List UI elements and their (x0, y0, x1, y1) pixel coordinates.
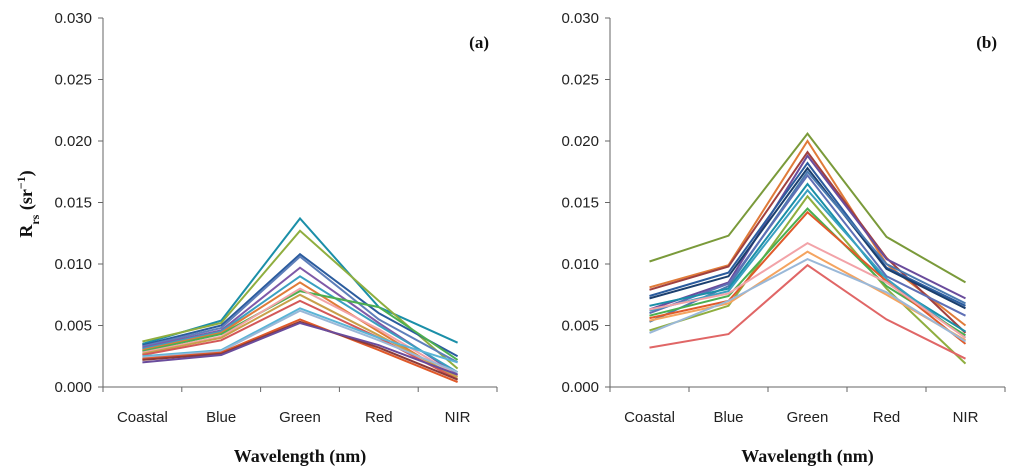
chart1-series-line-s11 (649, 194, 967, 365)
chart1-series-line-s17 (649, 263, 966, 360)
chart0-series-line-s12 (142, 307, 458, 364)
chart1-y-tick-label: 0.015 (561, 195, 599, 212)
chart0-series-line-s2 (142, 229, 459, 370)
y-axis-title-sub: rs (28, 214, 42, 224)
y-axis-title-close: ) (16, 170, 37, 176)
chart0-series-line-s7 (142, 281, 459, 381)
chart0-x-axis-title: Wavelength (nm) (234, 446, 367, 467)
chart1-y-tick-label: 0.000 (561, 379, 599, 396)
chart0-x-tick-label: Green (279, 409, 321, 426)
chart0-y-tick-label: 0.010 (54, 256, 92, 273)
chart1-series-line-s4 (649, 154, 966, 311)
chart0-y-tick-label: 0.015 (54, 195, 92, 212)
chart0-series-line-s8 (142, 290, 459, 361)
chart0-panel-label: (a) (469, 33, 489, 52)
chart1-series-line-s13 (649, 210, 967, 345)
chart1-x-axis-title: Wavelength (nm) (741, 446, 874, 467)
chart0-series-line-s14 (142, 318, 458, 384)
panel-a: 0.000 0.005 0.010 0.015 0.020 0.025 0.030 Coast… (54, 10, 498, 467)
chart0-y-tick-label: 0.030 (54, 10, 92, 27)
y-axis-title-base: R (16, 224, 36, 238)
chart1-x-tick-label: NIR (953, 409, 979, 426)
panel-b: 0.000 0.005 0.010 0.015 0.020 0.025 0.030 Coast… (561, 10, 1006, 467)
chart0-series-line-s3 (142, 252, 459, 358)
chart0-y-tick-label: 0.025 (54, 72, 92, 89)
chart0-series-line-s4 (142, 255, 459, 364)
chart0-x-tick-label: Blue (206, 409, 236, 426)
chart1-y-tick-label: 0.020 (561, 133, 599, 150)
chart0-x-tick-label: Coastal (117, 409, 168, 426)
chart1-x-tick-label: Green (787, 409, 829, 426)
chart0-series-line-s16 (142, 321, 458, 376)
chart1-y-tick-label: 0.025 (561, 72, 599, 89)
chart0-series-line-s6 (142, 275, 459, 374)
chart0-x-tick-label: NIR (445, 409, 471, 426)
y-axis-title-sup: −1 (14, 176, 28, 189)
chart1-series-line-s16 (649, 257, 967, 343)
chart0-series-line-s13 (142, 309, 458, 374)
chart1-x-tick-label: Blue (713, 409, 743, 426)
chart1-x-tick-label: Red (873, 409, 901, 426)
chart0-x-tick-label: Red (365, 409, 393, 426)
chart1-series-line-s1 (649, 131, 966, 284)
chart0-series-line-s15 (142, 320, 458, 381)
chart1-series-line-s2 (649, 139, 967, 327)
chart0-y-tick-label: 0.020 (54, 133, 92, 150)
chart1-series-line-s5 (649, 161, 966, 307)
chart0-series-line-s1 (142, 216, 459, 345)
chart1-series-line-s14 (649, 250, 966, 342)
chart1-y-tick-label: 0.005 (561, 318, 599, 335)
y-axis-title-open: (sr (16, 189, 37, 215)
chart0-series-line-s10 (142, 293, 459, 379)
chart1-series-line-s6 (649, 166, 966, 310)
chart1-x-tick-label: Coastal (624, 409, 675, 426)
chart0-y-tick-label: 0.000 (54, 379, 92, 396)
chart1-y-tick-label: 0.030 (561, 10, 599, 27)
chart1-panel-label: (b) (976, 33, 997, 52)
chart1-series-line-s15 (649, 241, 967, 339)
chart1-y-tick-label: 0.010 (561, 256, 599, 273)
chart0-y-tick-label: 0.005 (54, 318, 92, 335)
y-axis-title: Rrs (sr−1) (14, 170, 42, 237)
shared-labels: Rrs (sr−1) (14, 170, 42, 237)
chart1-series-line-s10 (649, 188, 967, 339)
chart0-series-line-s9 (142, 287, 459, 377)
